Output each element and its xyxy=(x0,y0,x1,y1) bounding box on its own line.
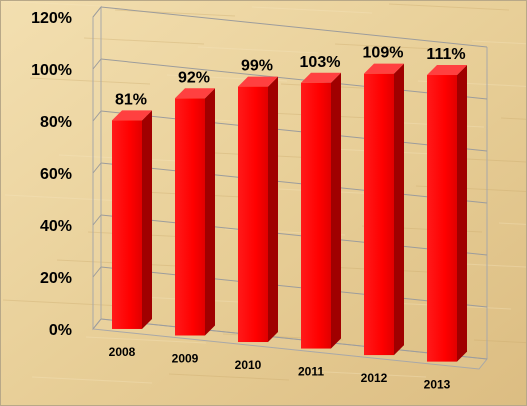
bar-2009 xyxy=(175,88,215,336)
gridline xyxy=(100,214,488,256)
gridline-left-wall xyxy=(92,162,102,174)
y-tick-label: 0% xyxy=(49,322,72,339)
bar-front xyxy=(238,86,268,343)
bar-2010 xyxy=(238,76,278,343)
texture-streak xyxy=(305,370,427,378)
bar-front xyxy=(427,75,457,362)
texture-streak xyxy=(197,46,319,54)
bar-side xyxy=(331,72,341,349)
texture-streak xyxy=(471,40,526,45)
y-tick-label: 80% xyxy=(40,114,72,131)
bars xyxy=(112,63,467,362)
data-label: 81% xyxy=(115,91,147,108)
gridline-left-wall xyxy=(92,58,102,70)
bar-top xyxy=(427,65,467,76)
bar-top xyxy=(364,63,404,74)
y-tick-label: 120% xyxy=(31,10,72,27)
gridline xyxy=(100,110,488,152)
gridlines xyxy=(92,6,488,360)
y-tick-label: 60% xyxy=(40,166,72,183)
gridline-left-wall xyxy=(92,266,102,278)
gridline xyxy=(100,266,488,308)
gridline xyxy=(100,6,488,48)
data-label: 109% xyxy=(363,45,404,62)
texture-streak xyxy=(2,299,124,307)
x-axis-tick-labels: 2008 2009 2010 2011 2012 2013 xyxy=(109,345,451,392)
gridline-left-wall xyxy=(92,214,102,226)
texture-streak xyxy=(251,6,373,14)
texture-streak xyxy=(334,43,456,51)
texture-streak xyxy=(168,373,290,381)
texture-streak xyxy=(473,339,526,344)
gridline-left-wall xyxy=(92,318,102,330)
bar-side xyxy=(394,63,404,356)
texture-streak xyxy=(498,222,526,225)
bar-top xyxy=(301,72,341,83)
x-tick-label: 2009 xyxy=(172,351,199,365)
bar-2012 xyxy=(364,63,404,356)
texture-streak xyxy=(4,194,126,202)
bar-2013 xyxy=(427,65,467,362)
y-tick-label: 20% xyxy=(40,270,72,287)
x-tick-label: 2008 xyxy=(109,345,136,359)
data-label: 111% xyxy=(426,46,465,63)
bar-front xyxy=(112,120,142,329)
bar-top xyxy=(238,76,278,87)
data-label: 99% xyxy=(241,58,273,75)
data-labels: 81% 92% 99% 103% 109% 111% xyxy=(115,45,466,109)
texture-streak xyxy=(85,336,207,344)
bar-2008 xyxy=(112,110,152,329)
data-label: 92% xyxy=(178,69,210,86)
bar-side xyxy=(205,88,215,336)
x-tick-label: 2011 xyxy=(298,365,324,379)
gridline-left-wall xyxy=(92,6,102,18)
bar-front xyxy=(301,82,331,349)
bar-front xyxy=(175,98,205,336)
gridline xyxy=(100,58,488,100)
texture-streak xyxy=(31,376,153,384)
texture-streak xyxy=(388,3,510,11)
gridline xyxy=(100,318,488,360)
y-axis-tick-labels: 0% 20% 40% 60% 80% 100% 120% xyxy=(31,10,72,339)
texture-streak xyxy=(29,77,151,85)
gridline xyxy=(100,162,488,204)
x-tick-label: 2013 xyxy=(424,378,451,392)
bar-side xyxy=(268,76,278,343)
bar-side xyxy=(457,65,467,362)
data-label: 103% xyxy=(300,54,341,71)
gridline-left-wall xyxy=(92,110,102,122)
bar-2011 xyxy=(301,72,341,349)
texture-streak xyxy=(1,1,122,8)
x-tick-label: 2010 xyxy=(235,358,262,372)
bar-front xyxy=(364,73,394,356)
texture-streak xyxy=(500,117,526,120)
bar-side xyxy=(142,110,152,329)
y-tick-label: 40% xyxy=(40,218,72,235)
x-tick-label: 2012 xyxy=(361,371,388,385)
bar-top xyxy=(175,88,215,99)
bar-top xyxy=(112,110,152,121)
y-tick-label: 100% xyxy=(31,62,72,79)
texture-streak xyxy=(83,37,205,45)
